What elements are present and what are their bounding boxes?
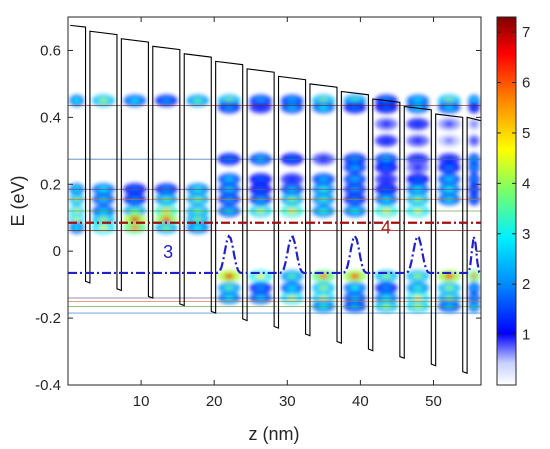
- density-core: [98, 98, 109, 104]
- density-core: [444, 121, 455, 127]
- density-core: [350, 285, 360, 291]
- density-core: [224, 273, 235, 279]
- colorbar-tick-label: 1: [522, 327, 530, 344]
- conduction-band-profile: [70, 24, 481, 375]
- density-core: [255, 285, 266, 291]
- x-axis: 10 20 30 40 50: [133, 17, 442, 410]
- density-core: [192, 216, 203, 222]
- colorbar-tick-label: 4: [522, 175, 530, 192]
- density-core: [73, 98, 80, 104]
- annotations: 34: [163, 217, 391, 261]
- density-core: [318, 176, 329, 182]
- density-core: [350, 176, 360, 182]
- density-core: [412, 121, 423, 127]
- y-axis: -0.4 -0.2 0 0.2 0.4 0.6: [35, 42, 481, 394]
- x-axis-label: z (nm): [249, 424, 300, 444]
- density-core: [130, 98, 140, 104]
- density-core: [412, 285, 423, 291]
- y-tick-label: 0: [53, 243, 61, 260]
- density-core: [381, 165, 392, 171]
- density-core: [444, 273, 455, 279]
- colorbar: [496, 16, 517, 386]
- y-tick-label: -0.4: [35, 377, 61, 394]
- density-core: [471, 176, 477, 182]
- dashed-level-3: [68, 233, 481, 275]
- density-core: [224, 285, 235, 291]
- y-tick-label: 0.4: [40, 109, 61, 126]
- density-core: [412, 138, 423, 144]
- band-profile-line: [70, 24, 481, 375]
- density-core: [381, 138, 392, 144]
- density-core: [287, 285, 297, 291]
- x-tick-label: 30: [279, 393, 296, 410]
- colorbar-tick-label: 5: [522, 125, 530, 142]
- x-tick-label: 20: [206, 393, 223, 410]
- x-tick-label: 50: [425, 393, 442, 410]
- density-core: [444, 176, 455, 182]
- density-core: [381, 176, 392, 182]
- density-core: [471, 104, 477, 110]
- density-core: [381, 104, 392, 110]
- density-core: [98, 216, 109, 222]
- density-core: [192, 98, 203, 104]
- density-core: [130, 216, 140, 222]
- density-core: [255, 104, 266, 110]
- y-axis-label: E (eV): [8, 175, 28, 226]
- density-core: [381, 121, 392, 127]
- density-core: [130, 225, 140, 231]
- density-core: [255, 273, 266, 279]
- y-tick-label: 0.2: [40, 176, 61, 193]
- density-core: [444, 138, 455, 144]
- y-tick-label: -0.2: [35, 310, 61, 327]
- density-core: [318, 273, 329, 279]
- density-core: [255, 176, 266, 182]
- annotation-label: 4: [381, 217, 391, 237]
- dashed-levels: [68, 221, 481, 275]
- plot-layer: [68, 24, 481, 375]
- density-core: [412, 273, 423, 279]
- colorbar-tick-label: 2: [522, 276, 530, 293]
- density-core: [73, 225, 80, 231]
- density-core: [471, 285, 477, 291]
- density-core: [287, 104, 297, 110]
- density-core: [287, 273, 297, 279]
- density-core: [161, 225, 172, 231]
- density-core: [381, 273, 392, 279]
- colorbar-tick-label: 3: [522, 226, 530, 243]
- y-tick-label: 0.6: [40, 42, 61, 59]
- density-core: [471, 165, 477, 171]
- plot-frame: [67, 16, 482, 386]
- density-core: [224, 176, 235, 182]
- density-core: [98, 225, 109, 231]
- density-core: [444, 104, 455, 110]
- density-core: [471, 121, 477, 127]
- density-core: [161, 98, 172, 104]
- colorbar-tick-label: 6: [522, 75, 530, 92]
- x-tick-label: 40: [352, 393, 369, 410]
- density-core: [381, 285, 392, 291]
- density-core: [73, 216, 80, 222]
- density-core: [318, 285, 329, 291]
- x-tick-label: 10: [133, 393, 150, 410]
- annotation-label: 3: [163, 242, 173, 262]
- density-core: [412, 176, 423, 182]
- density-core: [192, 225, 203, 231]
- density-core: [471, 273, 477, 279]
- density-core: [287, 176, 297, 182]
- density-core: [350, 104, 360, 110]
- density-core: [350, 165, 360, 171]
- density-core: [224, 104, 235, 110]
- density-core: [444, 285, 455, 291]
- density-core: [444, 165, 455, 171]
- colorbar-tick-label: 7: [522, 24, 530, 41]
- density-core: [412, 165, 423, 171]
- density-core: [471, 138, 477, 144]
- density-core: [350, 273, 360, 279]
- density-core: [318, 104, 329, 110]
- density-core: [161, 216, 172, 222]
- colorbar-ticks: 1 2 3 4 5 6 7: [497, 24, 530, 344]
